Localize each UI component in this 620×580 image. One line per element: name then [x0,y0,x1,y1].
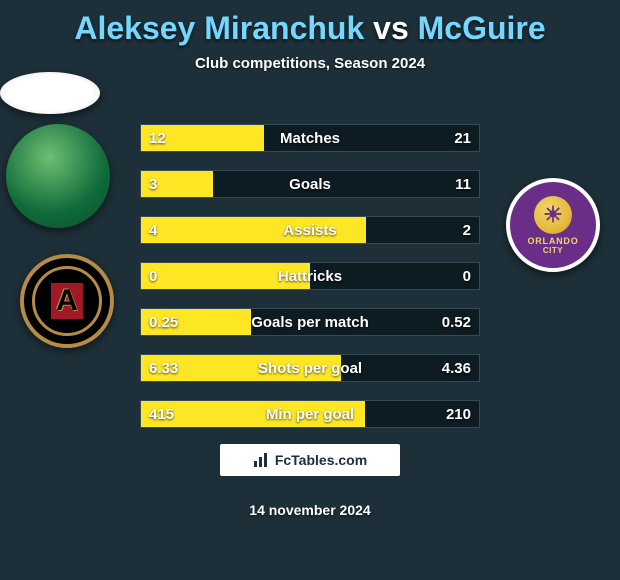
bar-left [141,263,310,289]
watermark: FcTables.com [220,444,400,476]
bar-left [141,217,366,243]
metric-row: 42Assists [140,216,480,244]
value-left: 6.33 [141,355,186,381]
value-right: 11 [447,171,479,197]
chart-icon [253,452,269,468]
club2-logo-orlando: ☀ ORLANDO CITY [506,178,600,272]
metric-row: 6.334.36Shots per goal [140,354,480,382]
player2-name: McGuire [418,10,546,46]
metric-row: 0.250.52Goals per match [140,308,480,336]
metric-row: 415210Min per goal [140,400,480,428]
subtitle: Club competitions, Season 2024 [0,55,620,72]
value-left: 0.25 [141,309,186,335]
value-left: 0 [141,263,165,289]
player2-photo-placeholder [0,72,100,114]
date-text: 14 november 2024 [0,502,620,518]
metric-row: 1221Matches [140,124,480,152]
value-left: 4 [141,217,165,243]
metric-row: 00Hattricks [140,262,480,290]
value-left: 3 [141,171,165,197]
value-right: 0 [455,263,479,289]
player1-name: Aleksey Miranchuk [74,10,364,46]
player1-photo [6,124,110,228]
value-left: 415 [141,401,182,427]
watermark-text: FcTables.com [275,452,367,468]
club2-label-bottom: CITY [543,246,563,255]
club1-logo-atlanta: A [20,254,114,348]
comparison-chart: 1221Matches311Goals42Assists00Hattricks0… [140,124,480,446]
value-right: 4.36 [434,355,479,381]
value-right: 2 [455,217,479,243]
value-left: 12 [141,125,174,151]
club2-label-top: ORLANDO [527,236,578,246]
comparison-title: Aleksey Miranchuk vs McGuire [0,0,620,47]
value-right: 210 [438,401,479,427]
value-right: 0.52 [434,309,479,335]
metric-row: 311Goals [140,170,480,198]
vs-text: vs [373,10,409,46]
value-right: 21 [446,125,479,151]
